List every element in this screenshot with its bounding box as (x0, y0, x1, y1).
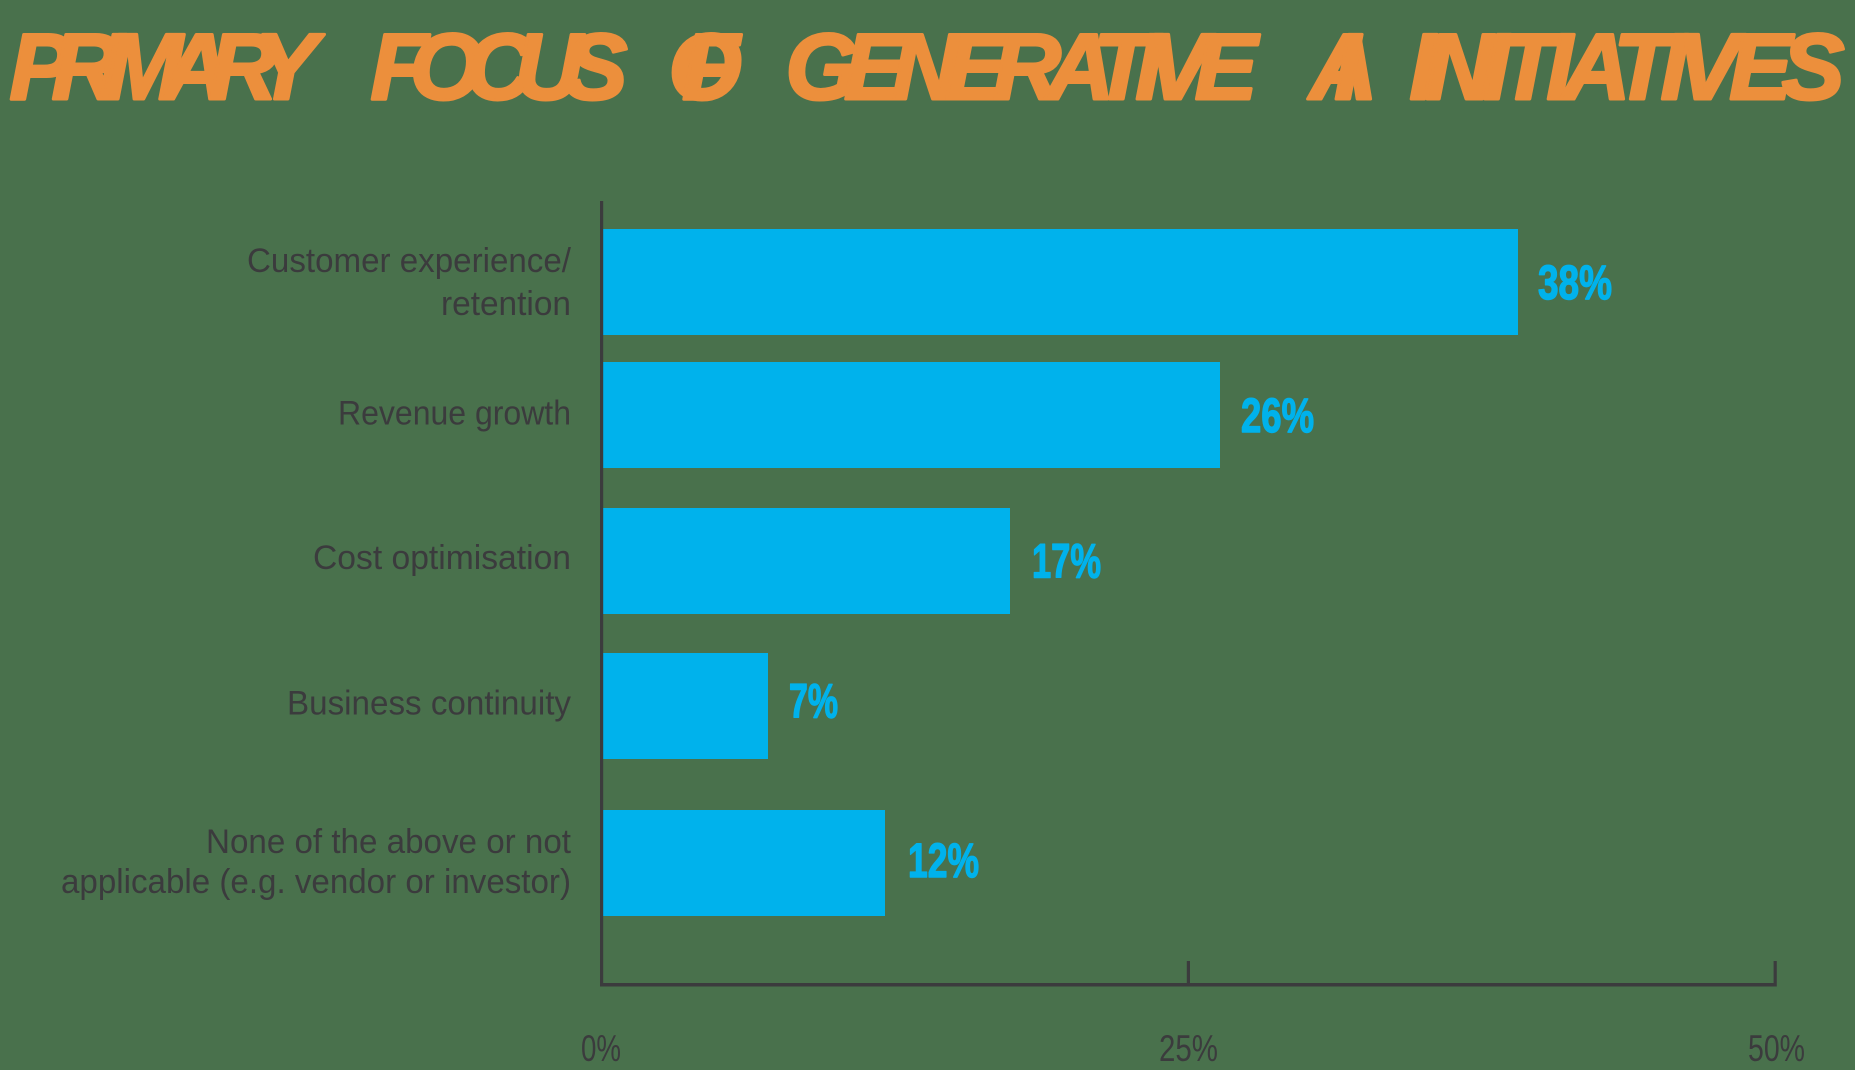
svg-text:retention: retention (441, 285, 571, 323)
svg-text:Business continuity: Business continuity (287, 685, 571, 723)
svg-text:26%: 26% (1241, 390, 1314, 443)
svg-text:Cost optimisation: Cost optimisation (313, 539, 571, 577)
svg-text:OF: OF (669, 14, 743, 119)
svg-text:7%: 7% (789, 676, 838, 729)
svg-text:None of the above or not: None of the above or not (206, 823, 572, 861)
svg-text:FOCUS: FOCUS (371, 14, 628, 119)
svg-text:12%: 12% (908, 835, 979, 888)
svg-text:AI: AI (1308, 14, 1378, 119)
svg-text:GENERATIVE: GENERATIVE (786, 14, 1261, 119)
svg-text:applicable (e.g. vendor or inv: applicable (e.g. vendor or investor) (61, 863, 571, 901)
svg-text:Revenue growth: Revenue growth (338, 395, 571, 433)
svg-text:PRIMARY: PRIMARY (10, 14, 325, 119)
svg-text:17%: 17% (1032, 536, 1101, 589)
svg-text:0%: 0% (581, 1028, 621, 1069)
svg-text:Customer experience/: Customer experience/ (247, 242, 572, 280)
svg-text:50%: 50% (1748, 1028, 1805, 1069)
svg-text:25%: 25% (1159, 1028, 1218, 1069)
svg-text:38%: 38% (1538, 257, 1612, 310)
svg-text:INITIATIVES: INITIATIVES (1410, 14, 1845, 119)
